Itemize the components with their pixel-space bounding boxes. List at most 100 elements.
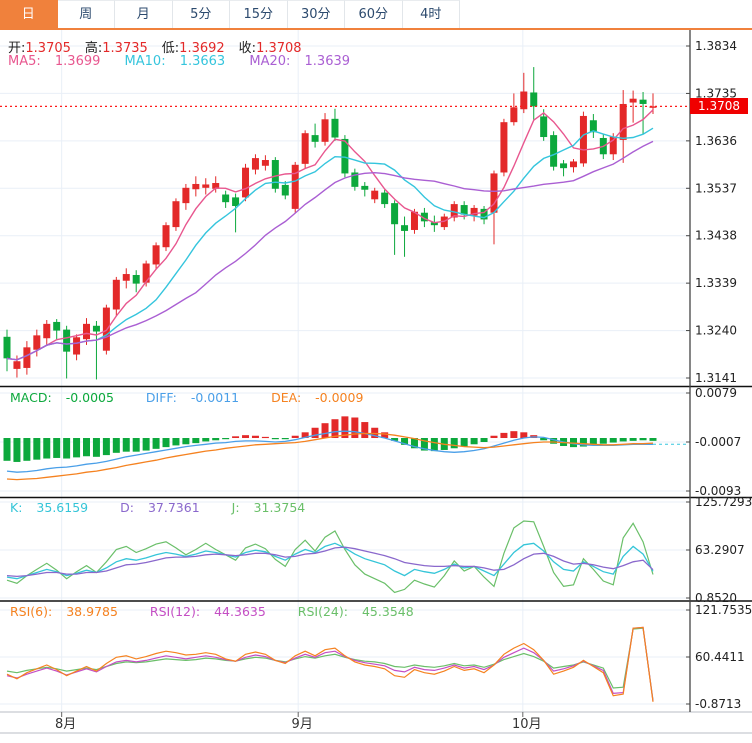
tab-60min[interactable]: 60分 bbox=[345, 0, 403, 28]
macd-bar bbox=[589, 438, 597, 445]
rsi-axis: 121.7535 60.4411 -0.8713 bbox=[686, 603, 752, 711]
svg-text:1.3339: 1.3339 bbox=[695, 276, 737, 290]
svg-text:-0.8713: -0.8713 bbox=[695, 697, 741, 711]
svg-text:-0.0007: -0.0007 bbox=[695, 435, 741, 449]
rsi-legend: RSI(6): 38.9785 RSI(12): 44.3635 RSI(24): 4… bbox=[10, 604, 442, 619]
candle bbox=[291, 164, 299, 209]
candle bbox=[3, 336, 11, 359]
d-line bbox=[6, 546, 654, 578]
candle bbox=[579, 115, 587, 164]
candle bbox=[112, 279, 120, 310]
ma5-legend: MA5: 1.3699 bbox=[8, 54, 101, 69]
macd-bar bbox=[83, 438, 91, 457]
macd-histogram bbox=[3, 416, 657, 462]
macd-bar bbox=[43, 438, 51, 459]
svg-text:8月: 8月 bbox=[55, 717, 76, 732]
period-toolbar: 日 周 月 5分 15分 30分 60分 4时 bbox=[0, 0, 752, 30]
tab-30min[interactable]: 30分 bbox=[287, 0, 345, 28]
candle bbox=[152, 245, 160, 265]
current-price-badge: 1.3708 bbox=[690, 98, 748, 115]
macd-bar bbox=[13, 438, 21, 462]
candle bbox=[391, 203, 399, 225]
rsi6-line bbox=[6, 626, 654, 702]
candle bbox=[401, 225, 409, 231]
rsi24-value: RSI(24): 45.3548 bbox=[297, 604, 414, 619]
low-label: 低: bbox=[161, 41, 180, 56]
candle bbox=[381, 192, 389, 205]
candle bbox=[619, 103, 627, 140]
macd-bar bbox=[579, 438, 587, 447]
macd-bar bbox=[132, 438, 140, 452]
ma20-legend: MA20: 1.3639 bbox=[249, 54, 351, 69]
macd-bar bbox=[391, 438, 399, 441]
candle bbox=[500, 122, 508, 173]
tab-5min[interactable]: 5分 bbox=[172, 0, 230, 28]
candle bbox=[311, 135, 319, 142]
tab-15min[interactable]: 15分 bbox=[230, 0, 288, 28]
candle bbox=[43, 323, 51, 339]
candle bbox=[560, 163, 568, 169]
macd-bar bbox=[301, 432, 309, 439]
macd-bar bbox=[540, 438, 548, 441]
candle bbox=[212, 183, 220, 189]
svg-text:-0.0093: -0.0093 bbox=[695, 484, 741, 498]
macd-bar bbox=[609, 438, 617, 443]
macd-bar bbox=[331, 419, 339, 439]
svg-text:1.3141: 1.3141 bbox=[695, 371, 737, 385]
candle bbox=[460, 205, 468, 215]
macd-bar bbox=[291, 435, 299, 439]
candle bbox=[430, 222, 438, 226]
candle bbox=[589, 120, 597, 133]
macd-bar bbox=[222, 438, 230, 440]
candle bbox=[530, 92, 538, 107]
candle bbox=[371, 190, 379, 200]
svg-text:1.3438: 1.3438 bbox=[695, 229, 737, 243]
macd-bar bbox=[361, 422, 369, 439]
ma10-line bbox=[6, 127, 654, 361]
month-axis: 8月 9月 10月 bbox=[55, 712, 542, 732]
svg-text:63.2907: 63.2907 bbox=[695, 543, 745, 557]
candle bbox=[232, 197, 240, 207]
macd-bar bbox=[271, 438, 279, 440]
candle bbox=[470, 207, 478, 216]
d-value: D: 37.7361 bbox=[120, 500, 200, 515]
macd-bar bbox=[242, 435, 250, 439]
tab-month[interactable]: 月 bbox=[115, 0, 173, 28]
candle bbox=[361, 185, 369, 190]
candle bbox=[569, 161, 577, 168]
candle bbox=[102, 307, 110, 351]
macd-value: MACD: -0.0005 bbox=[10, 390, 114, 405]
macd-bar bbox=[212, 438, 220, 441]
candle bbox=[222, 194, 230, 203]
close-value: 1.3708 bbox=[256, 41, 302, 56]
macd-bar bbox=[450, 438, 458, 449]
macd-bar bbox=[649, 438, 657, 441]
svg-text:10月: 10月 bbox=[512, 717, 542, 732]
candle bbox=[450, 204, 458, 218]
macd-bar bbox=[470, 438, 478, 445]
macd-bar bbox=[3, 438, 11, 461]
candle bbox=[341, 138, 349, 174]
tab-4hour[interactable]: 4时 bbox=[402, 0, 460, 28]
candle bbox=[540, 116, 548, 138]
candle bbox=[192, 183, 200, 190]
macd-bar bbox=[162, 438, 170, 448]
candle bbox=[331, 118, 339, 138]
svg-text:9月: 9月 bbox=[292, 717, 313, 732]
macd-bar bbox=[510, 431, 518, 439]
svg-text:121.7535: 121.7535 bbox=[695, 603, 752, 617]
candle bbox=[281, 184, 289, 196]
tab-week[interactable]: 周 bbox=[57, 0, 115, 28]
low-value: 1.3692 bbox=[179, 41, 225, 56]
candle bbox=[301, 133, 309, 164]
candle bbox=[271, 160, 279, 189]
macd-bar bbox=[142, 438, 150, 451]
macd-bar bbox=[410, 438, 418, 449]
tab-day[interactable]: 日 bbox=[0, 0, 58, 28]
macd-bar bbox=[490, 435, 498, 439]
macd-bar bbox=[182, 438, 190, 445]
candle bbox=[629, 98, 637, 103]
candle bbox=[251, 158, 259, 170]
macd-bar bbox=[430, 438, 438, 452]
